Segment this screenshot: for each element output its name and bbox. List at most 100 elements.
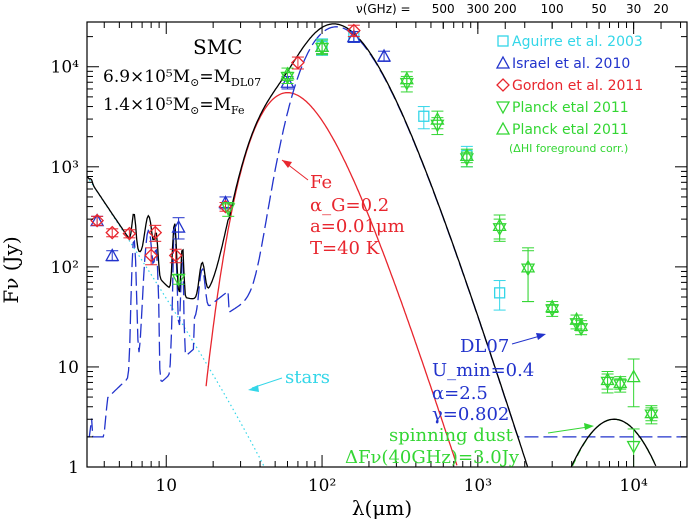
y-tick-label: 10	[57, 358, 79, 378]
legend-marker	[495, 55, 511, 69]
stars-curve	[86, 175, 265, 467]
data-points	[90, 23, 659, 468]
x-tick-label: 10²	[308, 476, 336, 496]
chart-title: SMC	[193, 35, 242, 59]
top-tick-label: 100	[541, 2, 564, 16]
data-point	[613, 375, 628, 389]
data-point	[376, 48, 392, 62]
svg-text:1.4×10⁵M⊙=MFe: 1.4×10⁵M⊙=MFe	[103, 95, 245, 117]
data-point	[218, 199, 233, 214]
data-point	[346, 23, 361, 38]
series-4	[280, 38, 659, 422]
stars-label: stars	[285, 367, 330, 388]
fe-annotation: Fe α_G=0.2 a=0.01μm T=40 K	[310, 172, 405, 259]
svg-text:spinning dust: spinning dust	[389, 425, 514, 446]
svg-text:γ=0.802: γ=0.802	[432, 404, 509, 425]
y-tick-label: 10³	[51, 158, 79, 178]
series-0	[316, 30, 506, 311]
data-point	[430, 111, 445, 125]
x-tick-label: 10	[155, 476, 177, 496]
legend: Aguirre et al. 2003 Israel et al. 2010 Gor…	[495, 34, 643, 138]
y-tick-label: 10²	[51, 258, 79, 278]
top-tick-label: 200	[494, 2, 517, 16]
dl07-annotation: DL07 U_min=0.4 α=2.5 γ=0.802	[432, 336, 534, 425]
data-point	[105, 248, 120, 262]
data-point	[574, 318, 589, 332]
data-point	[600, 372, 615, 386]
data-point	[626, 369, 641, 383]
dl07-arrow	[511, 335, 541, 345]
legend-item: Planck etal 2011	[495, 121, 629, 138]
legend-marker	[496, 78, 510, 92]
axes: 10 10² 10³ 10⁴ 1 10 10² 10³ 10⁴ 500 300 200 100 50 30 2…	[51, 2, 687, 496]
data-point	[280, 74, 295, 88]
top-axis-label: ν(GHz) =	[356, 2, 411, 16]
data-point	[105, 225, 120, 240]
svg-text:T=40 K: T=40 K	[310, 238, 380, 259]
total-model-curve	[86, 23, 657, 467]
legend-label: Planck etal 2011	[512, 122, 629, 138]
data-point	[569, 311, 584, 325]
legend-label: Gordon et al. 2011	[512, 78, 643, 94]
spinning-arrowhead	[584, 423, 594, 430]
data-point	[644, 405, 659, 419]
stars-arrowhead	[248, 385, 259, 392]
data-point	[626, 440, 641, 454]
legend-item: Aguirre et al. 2003	[497, 34, 643, 50]
data-point	[90, 213, 105, 228]
y-tick-label: 10⁴	[51, 58, 80, 78]
y-tick-label: 1	[68, 458, 79, 478]
legend-marker	[495, 121, 511, 135]
data-point	[399, 71, 414, 85]
top-tick-label: 30	[626, 2, 641, 16]
svg-text:Fe: Fe	[310, 172, 332, 193]
legend-label: Aguirre et al. 2003	[512, 34, 643, 50]
svg-text:U_min=0.4: U_min=0.4	[432, 360, 534, 381]
dl07-arrowhead	[536, 333, 546, 340]
svg-text:DL07: DL07	[460, 336, 509, 357]
y-axis-label: Fν (Jy)	[0, 236, 23, 303]
data-point	[545, 299, 560, 313]
legend-item: Israel et al. 2010	[495, 55, 630, 72]
data-point	[418, 110, 430, 122]
top-tick-label: 50	[591, 2, 606, 16]
legend-note: (ΔHI foreground corr.)	[509, 142, 628, 155]
data-point	[492, 217, 507, 231]
data-point	[221, 203, 236, 217]
data-point	[171, 219, 186, 233]
svg-text:α=2.5: α=2.5	[432, 383, 488, 404]
spinning-annotation: spinning dust ΔFν(40GHz)=3.0Jy	[345, 425, 520, 468]
legend-label: Planck etal 2011	[512, 100, 629, 116]
data-point	[459, 148, 474, 162]
data-point	[122, 226, 137, 241]
top-tick-label: 300	[466, 2, 489, 16]
fe-arrowhead	[282, 160, 292, 168]
svg-text:a=0.01μm: a=0.01μm	[310, 216, 405, 237]
x-tick-label: 10³	[464, 476, 492, 496]
svg-text:6.9×10⁵M⊙=MDL07: 6.9×10⁵M⊙=MDL07	[103, 67, 261, 89]
data-point	[144, 248, 159, 263]
mass-dl07: 6.9×10⁵M⊙=MDL07	[103, 67, 261, 89]
legend-item: Gordon et al. 2011	[496, 78, 643, 94]
x-axis-label: λ(μm)	[352, 496, 412, 520]
legend-label: Israel et al. 2010	[512, 56, 630, 72]
legend-item: Planck etal 2011	[495, 100, 629, 116]
data-point	[314, 38, 330, 52]
data-point	[290, 55, 305, 70]
legend-marker	[497, 35, 509, 47]
svg-text:ΔFν(40GHz)=3.0Jy: ΔFν(40GHz)=3.0Jy	[345, 447, 520, 468]
top-tick-label: 500	[432, 2, 455, 16]
fe-curve	[205, 92, 458, 466]
data-point	[493, 287, 506, 299]
svg-text:α_G=0.2: α_G=0.2	[310, 195, 389, 216]
model-curves	[86, 23, 686, 467]
data-point	[346, 29, 361, 43]
plot-frame	[86, 21, 688, 468]
legend-marker	[495, 101, 511, 115]
data-point	[148, 225, 163, 240]
data-point	[171, 273, 186, 287]
data-point	[520, 259, 536, 273]
data-point	[168, 248, 183, 263]
spinning-arrow	[547, 426, 589, 434]
